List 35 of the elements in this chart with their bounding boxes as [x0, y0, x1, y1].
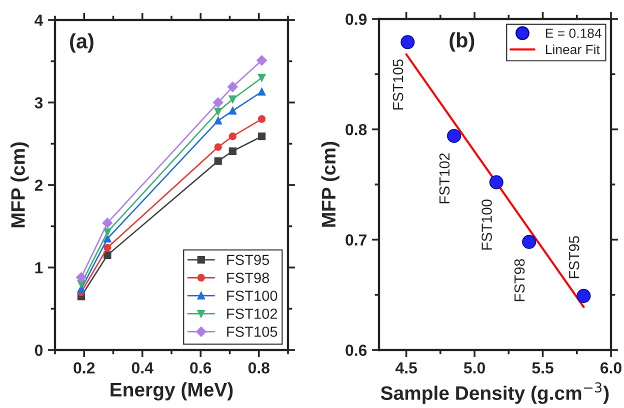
legend-label: FST100 — [227, 290, 278, 301]
x-axis-title: Sample Density (g.cm$^{−3}$) — [380, 382, 609, 404]
y-axis-title: MFP (cm) — [321, 142, 340, 227]
y-tick-label: 4 — [34, 14, 44, 26]
annotation: FST100 — [482, 200, 492, 250]
legend-label: E = 0.184 — [546, 28, 602, 38]
x-tick-label: 5.0 — [464, 362, 485, 374]
annotation: FST98 — [514, 259, 525, 302]
legend-label: Linear Fit — [546, 44, 600, 54]
annotation: FST95 — [568, 236, 580, 278]
legend-label: FST102 — [227, 308, 278, 319]
annotation: FST105 — [392, 59, 404, 110]
y-tick-label: 2 — [34, 180, 43, 191]
annotation: FST102 — [439, 153, 450, 204]
y-tick-label: 1 — [35, 262, 43, 274]
y-axis-title: MFP (cm) — [10, 142, 29, 228]
annotation: (b) — [450, 32, 474, 52]
x-tick-label: 4.5 — [395, 362, 417, 374]
x-tick-label: 0.6 — [190, 362, 212, 374]
y-tick-label: 0.8 — [346, 124, 367, 136]
x-tick-label: 5.5 — [532, 362, 554, 374]
y-tick-label: 0.9 — [346, 14, 367, 25]
x-tick-label: 0.2 — [74, 362, 95, 374]
y-tick-label: 0 — [34, 344, 43, 356]
legend-label: FST95 — [227, 254, 270, 266]
x-tick-label: 0.8 — [248, 362, 270, 374]
x-tick-label: 0.4 — [132, 362, 154, 374]
x-tick-label: 6.0 — [600, 362, 622, 374]
x-axis-title: Energy (MeV) — [110, 382, 233, 400]
legend-label: FST105 — [227, 326, 278, 337]
legend-label: FST98 — [227, 272, 270, 283]
y-tick-label: 3 — [34, 97, 43, 108]
y-tick-label: 0.7 — [346, 234, 366, 246]
y-tick-label: 0.6 — [346, 344, 367, 356]
annotation: (a) — [70, 33, 94, 53]
